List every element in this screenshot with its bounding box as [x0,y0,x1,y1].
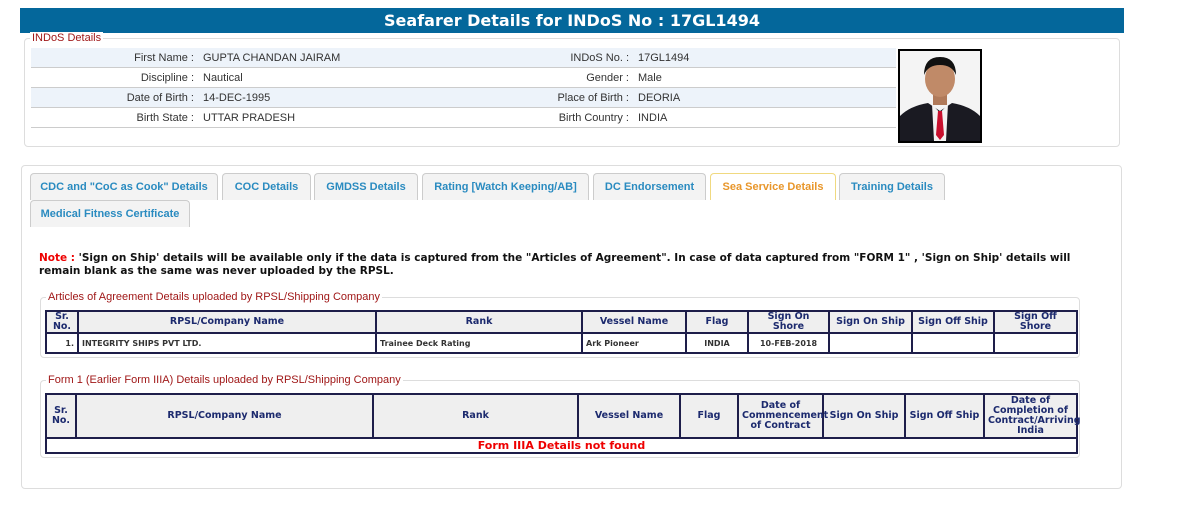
note-label: Note : [39,252,75,264]
table-cell: INTEGRITY SHIPS PVT LTD. [77,332,377,354]
tab-gmdss-details[interactable]: GMDSS Details [314,173,418,200]
column-header: Date of Commencement of Contract [737,393,828,439]
field-value: Male [638,72,662,84]
table-cell: 10-FEB-2018 [747,332,830,354]
column-header: Sign Off Ship [904,393,985,439]
field-label: Date of Birth : [126,92,194,104]
page-title: Seafarer Details for INDoS No : 17GL1494 [20,8,1124,33]
table-cell [911,332,995,354]
field-label: Place of Birth : [557,92,629,104]
column-header: Sign On Shore [747,310,830,334]
table-cell: INDIA [685,332,749,354]
indos-info-grid: First Name : GUPTA CHANDAN JAIRAM INDoS No… [31,48,896,128]
column-header: Rank [375,310,583,334]
table-cell: 1. [45,332,79,354]
info-row: Date of Birth : 14-DEC-1995 Place of Birth… [31,88,896,108]
tab-rating-watch-keeping-ab[interactable]: Rating [Watch Keeping/AB] [422,173,589,200]
table-cell: Trainee Deck Rating [375,332,583,354]
field-label: Discipline : [140,72,194,84]
seafarer-photo [898,49,982,143]
column-header: Date of Completion of Contract/Arriving … [983,393,1081,439]
table-header-row: Sr. No. RPSL/Company Name Rank Vessel Name F… [45,393,1081,439]
form1-table: Sr. No. RPSL/Company Name Rank Vessel Name F… [45,393,1081,454]
articles-panel: Articles of Agreement Details uploaded b… [40,291,1080,358]
field-value: INDIA [638,112,668,124]
form1-legend: Form 1 (Earlier Form IIIA) Details uploa… [46,374,403,386]
table-cell: Ark Pioneer [581,332,687,354]
sea-service-note: Note : 'Sign on Ship' details will be av… [39,252,1099,278]
details-tab-panel [21,165,1122,489]
table-header-row: Sr. No. RPSL/Company Name Rank Vessel Name F… [45,310,1078,334]
field-label: INDoS No. : [570,52,629,64]
field-label: Gender : [586,72,629,84]
tab-coc-details[interactable]: COC Details [222,173,311,200]
tab-cdc-and-coc-as-cook-details[interactable]: CDC and "CoC as Cook" Details [30,173,218,200]
articles-table: Sr. No. RPSL/Company Name Rank Vessel Name F… [45,310,1078,354]
column-header: Sign On Ship [828,310,913,334]
field-value: GUPTA CHANDAN JAIRAM [203,52,341,64]
field-label: Birth Country : [558,112,629,124]
note-text: 'Sign on Ship' details will be available… [39,252,1071,277]
tab-training-details[interactable]: Training Details [839,173,945,200]
info-row: Birth State : UTTAR PRADESH Birth Country … [31,108,896,128]
column-header: Vessel Name [577,393,681,439]
no-records-message: Form IIIA Details not found [45,437,1078,454]
table-cell [993,332,1078,354]
column-header: Flag [685,310,749,334]
column-header: Sign On Ship [822,393,906,439]
form1-panel: Form 1 (Earlier Form IIIA) Details uploa… [40,374,1080,458]
column-header: Sign Off Ship [911,310,995,334]
indos-details-legend: INDoS Details [30,32,104,44]
field-label: First Name : [134,52,194,64]
column-header: Vessel Name [581,310,687,334]
column-header: RPSL/Company Name [75,393,374,439]
column-header: Sr. No. [45,393,77,439]
field-value: 14-DEC-1995 [203,92,271,104]
indos-details-panel: INDoS Details First Name : GUPTA CHANDAN … [24,32,1120,147]
articles-legend: Articles of Agreement Details uploaded b… [46,291,383,303]
field-label: Birth State : [136,112,194,124]
column-header: Sr. No. [45,310,79,334]
info-row: Discipline : Nautical Gender : Male [31,68,896,88]
column-header: Flag [679,393,739,439]
table-row: 1. INTEGRITY SHIPS PVT LTD. Trainee Deck R… [45,332,1078,354]
tab-sea-service-details[interactable]: Sea Service Details [710,173,836,200]
info-row: First Name : GUPTA CHANDAN JAIRAM INDoS No… [31,48,896,68]
column-header: Sign Off Shore [993,310,1078,334]
column-header: RPSL/Company Name [77,310,377,334]
tab-dc-endorsement[interactable]: DC Endorsement [593,173,706,200]
tab-medical-fitness-certificate[interactable]: Medical Fitness Certificate [30,200,190,227]
field-value: 17GL1494 [638,52,690,64]
table-cell [828,332,913,354]
field-value: Nautical [203,72,243,84]
field-value: DEORIA [638,92,681,104]
column-header: Rank [372,393,579,439]
field-value: UTTAR PRADESH [203,112,296,124]
